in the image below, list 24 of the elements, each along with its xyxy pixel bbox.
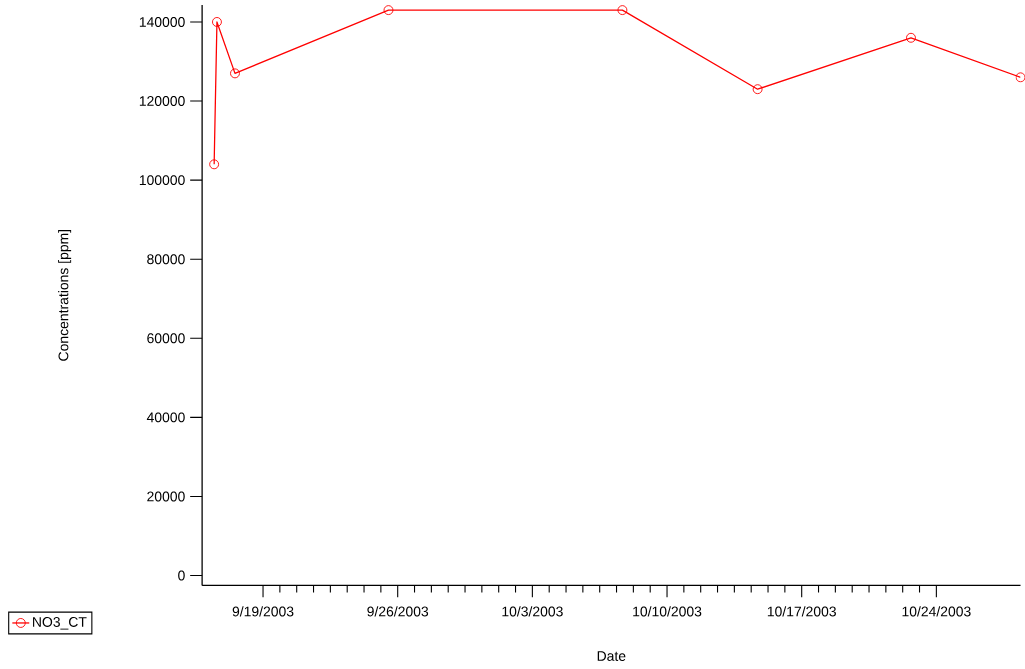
point — [906, 32, 916, 43]
x-tick-label: 10/17/2003 — [767, 606, 836, 617]
x-tick-label: 9/26/2003 — [367, 606, 429, 617]
x-axis-title: Date — [597, 651, 626, 661]
y-tick-label: 80000 — [147, 254, 185, 265]
y-tick-label: 120000 — [139, 96, 185, 106]
x-tick-label: 9/19/2003 — [232, 606, 294, 617]
x-tick-label: 10/10/2003 — [633, 606, 702, 617]
x-tick-label: 10/3/2003 — [502, 606, 563, 617]
y-tick-label: 40000 — [146, 412, 185, 423]
point — [752, 84, 763, 95]
y-tick-label: 0 — [178, 570, 185, 581]
point — [383, 5, 394, 16]
y-tick-label: 60000 — [147, 333, 185, 344]
point — [209, 159, 220, 170]
y-tick-label: 20000 — [147, 491, 185, 502]
x-tick-label: 10/24/2003 — [902, 606, 971, 617]
point — [212, 17, 222, 27]
y-tick-label: 100000 — [139, 175, 185, 186]
point — [617, 5, 628, 16]
point — [230, 68, 240, 79]
y-axis-title: Concentrations [ppm] — [58, 229, 72, 361]
legend-label: NO3_CT — [33, 617, 87, 630]
y-tick-label: 140000 — [139, 17, 185, 27]
